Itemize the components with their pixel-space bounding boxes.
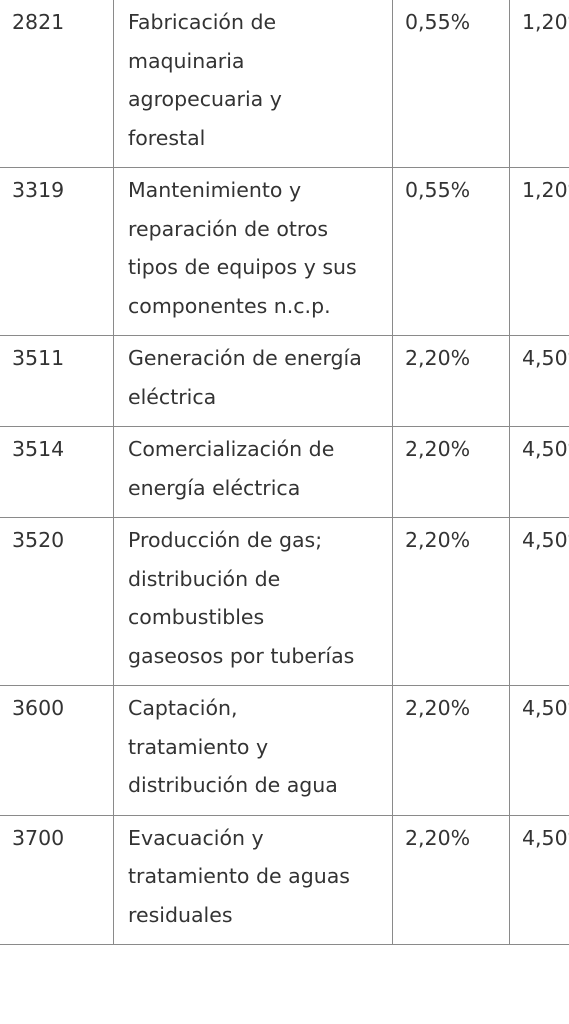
activity-description-cell: Fabricación de maquinaria agropecuaria y fo…: [113, 0, 393, 168]
rate-2-value: 4,50%: [522, 696, 569, 720]
rate-1-value: 0,55%: [405, 10, 471, 34]
activity-rates-table: 2821 Fabricación de maquinaria agropecuaria…: [0, 0, 569, 945]
table-body: 2821 Fabricación de maquinaria agropecuaria…: [0, 0, 569, 945]
description-line: tipos de equipos y sus: [128, 255, 357, 279]
activity-code-cell: 3520: [0, 517, 114, 686]
description-line: forestal: [128, 125, 206, 150]
activity-code: 3319: [12, 178, 65, 202]
description-line: eléctrica: [128, 384, 217, 409]
activity-code-cell: 3514: [0, 426, 114, 518]
rate-1-cell: 0,55%: [392, 167, 510, 336]
rate-1-cell: 2,20%: [392, 517, 510, 686]
description-line: Fabricación de: [128, 10, 277, 34]
table-row: 3511 Generación de energía eléctrica 2,20% 4…: [0, 335, 569, 427]
description-line: tratamiento de aguas: [128, 864, 350, 888]
rate-2-cell: 1,20%: [509, 0, 569, 168]
description-line: combustibles: [128, 605, 265, 629]
description-line: reparación de otros: [128, 216, 329, 241]
activity-description-cell: Producción de gas; distribución de combust…: [113, 517, 393, 686]
activity-code-cell: 3511: [0, 335, 114, 427]
activity-code-cell: 3700: [0, 814, 114, 945]
rate-2-cell: 4,50%: [509, 814, 569, 945]
activity-code: 3520: [12, 528, 65, 552]
rate-1-value: 2,20%: [405, 528, 471, 552]
activity-description: Comercialización de energía eléctrica: [128, 427, 388, 517]
activity-code: 3514: [12, 437, 65, 461]
description-line: Captación,: [128, 696, 238, 720]
activity-description: Evacuación y tratamiento de aguas residual…: [128, 816, 388, 945]
rate-2-cell: 1,20%: [509, 167, 569, 336]
activity-code: 3700: [12, 825, 65, 850]
rate-2-value: 1,20%: [522, 10, 569, 34]
rate-2-value: 4,50%: [522, 437, 569, 461]
rate-1-cell: 2,20%: [392, 426, 510, 518]
rate-2-value: 4,50%: [522, 825, 569, 850]
rate-1-cell: 2,20%: [392, 685, 510, 816]
activity-description-cell: Generación de energía eléctrica: [113, 335, 393, 427]
rate-2-cell: 4,50%: [509, 426, 569, 518]
table-row: 3600 Captación, tratamiento y distribución …: [0, 685, 569, 816]
activity-code-cell: 2821: [0, 0, 114, 168]
description-line: tratamiento y: [128, 734, 269, 759]
activity-description-cell: Mantenimiento y reparación de otros tipos …: [113, 167, 393, 336]
rate-1-value: 2,20%: [405, 346, 471, 370]
description-line: Producción de gas;: [128, 528, 323, 552]
description-line: energía eléctrica: [128, 475, 301, 500]
activity-code: 3511: [12, 346, 65, 370]
rate-1-value: 2,20%: [405, 437, 471, 461]
rate-2-value: 4,50%: [522, 528, 569, 552]
rate-1-cell: 0,55%: [392, 0, 510, 168]
activity-description-cell: Comercialización de energía eléctrica: [113, 426, 393, 518]
table-row: 3520 Producción de gas; distribución de com…: [0, 517, 569, 686]
description-line: Generación de energía: [128, 346, 362, 370]
rate-1-value: 2,20%: [405, 825, 471, 850]
activity-description-cell: Evacuación y tratamiento de aguas residual…: [113, 814, 393, 945]
activity-description: Generación de energía eléctrica: [128, 336, 388, 426]
activity-code: 2821: [12, 10, 65, 34]
table-row: 3514 Comercialización de energía eléctrica…: [0, 426, 569, 518]
rate-1-cell: 2,20%: [392, 814, 510, 945]
description-line: gaseosos por tuberías: [128, 643, 355, 668]
rate-1-value: 2,20%: [405, 696, 471, 720]
description-line: componentes n.c.p.: [128, 293, 331, 318]
table-row: 3700 Evacuación y tratamiento de aguas resi…: [0, 814, 569, 945]
rate-2-cell: 4,50%: [509, 335, 569, 427]
description-line: residuales: [128, 902, 233, 927]
description-line: distribución de agua: [128, 773, 338, 797]
rate-2-cell: 4,50%: [509, 517, 569, 686]
description-line: maquinaria: [128, 48, 245, 73]
description-line: distribución de: [128, 566, 281, 591]
activity-code: 3600: [12, 696, 65, 720]
rate-2-value: 4,50%: [522, 346, 569, 370]
rate-1-value: 0,55%: [405, 178, 471, 202]
rate-1-cell: 2,20%: [392, 335, 510, 427]
rate-2-cell: 4,50%: [509, 685, 569, 816]
activity-code-cell: 3319: [0, 167, 114, 336]
description-line: Evacuación y: [128, 825, 264, 850]
description-line: Comercialización de: [128, 437, 335, 461]
activity-description: Fabricación de maquinaria agropecuaria y fo…: [128, 0, 388, 167]
rate-2-value: 1,20%: [522, 178, 569, 202]
activity-description: Producción de gas; distribución de combust…: [128, 518, 388, 685]
activity-description-cell: Captación, tratamiento y distribución de a…: [113, 685, 393, 816]
activity-description: Captación, tratamiento y distribución de a…: [128, 686, 388, 815]
table-row: 3319 Mantenimiento y reparación de otros ti…: [0, 167, 569, 336]
activity-description: Mantenimiento y reparación de otros tipos …: [128, 168, 388, 335]
activity-code-cell: 3600: [0, 685, 114, 816]
table-row: 2821 Fabricación de maquinaria agropecuaria…: [0, 0, 569, 168]
description-line: agropecuaria y: [128, 87, 282, 111]
description-line: Mantenimiento y: [128, 178, 302, 202]
